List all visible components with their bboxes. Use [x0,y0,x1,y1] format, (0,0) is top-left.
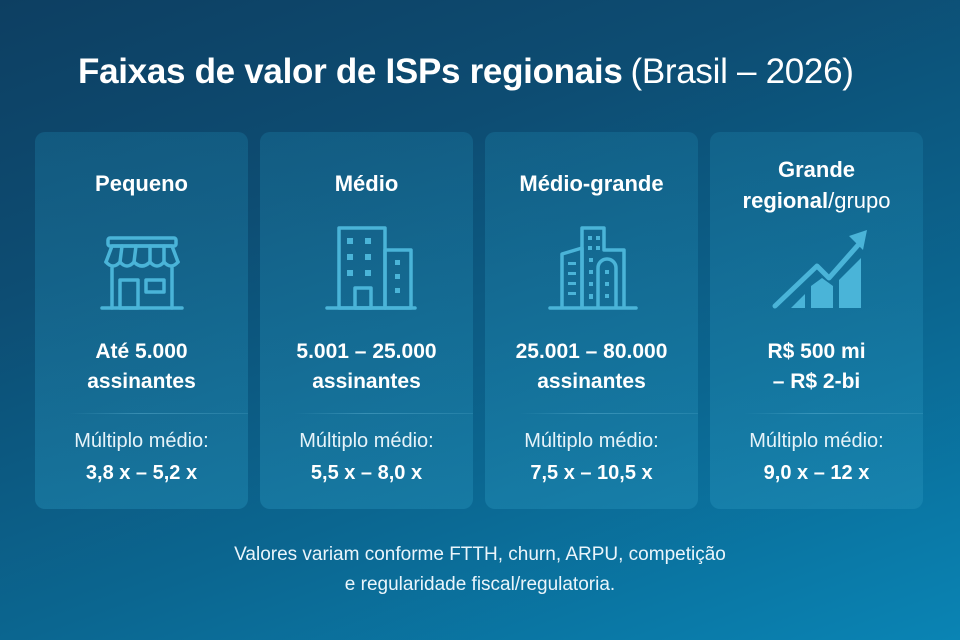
tier-card-grande-regional: Grande regional/grupo R$ 500 mi – R$ 2-b… [710,132,923,509]
title-main: Faixas de valor de ISPs regionais [78,52,623,91]
tier-card-pequeno: Pequeno Até 5.000 assinantes Múltiplo mé… [35,132,248,509]
footnote-line-1: Valores variam conforme FTTH, churn, ARP… [234,544,726,565]
subscriber-range: 25.001 – 80.000 assinantes [485,337,698,397]
card-title-line-1: Grande [777,157,856,182]
multiple-label: Múltiplo médio: [749,430,884,452]
card-divider [744,413,923,414]
range-line-1: 5.001 – 25.000 [296,340,437,363]
tier-card-medio: Médio 5.001 – 25.000 assinantes [260,132,473,509]
title-subtitle: (Brasil – 2026) [630,52,854,91]
page-title: Faixas de valor de ISPs regionais (Brasil… [78,52,854,92]
multiple-value: 3,8 x – 5,2 x [85,462,198,484]
revenue-range: R$ 500 mi – R$ 2-bi [710,337,923,397]
multiple-value: 9,0 x – 12 x [763,462,870,484]
card-title: Pequeno [35,168,248,199]
card-divider [519,413,698,414]
card-title-bold-part: regional [742,188,829,213]
range-line-1: R$ 500 mi [767,340,866,363]
footnote: Valores variam conforme FTTH, churn, ARP… [0,540,960,600]
office-building-icon [317,224,417,314]
card-title: Grande regional/grupo [710,154,923,216]
growth-chart-icon [767,224,867,314]
range-line-2: assinantes [537,370,646,393]
multiple-label: Múltiplo médio: [524,430,659,452]
tier-cards: Pequeno Até 5.000 assinantes Múltiplo mé… [35,132,923,509]
range-line-1: Até 5.000 [95,340,188,363]
card-title-text: Médio-grande [519,171,664,196]
multiple-label: Múltiplo médio: [74,430,209,452]
card-title-text: Médio [334,171,399,196]
card-title-line-2: regional/grupo [710,185,923,216]
footnote-line-2: e regularidade fiscal/regulatoria. [344,574,616,595]
card-title: Médio-grande [485,168,698,199]
range-line-2: assinantes [312,370,421,393]
card-title: Médio [260,168,473,199]
subscriber-range: 5.001 – 25.000 assinantes [260,337,473,397]
range-line-1: 25.001 – 80.000 [515,340,668,363]
storefront-icon [92,224,192,314]
range-line-2: – R$ 2-bi [772,370,861,393]
multiple-value: 7,5 x – 10,5 x [530,462,653,484]
tier-card-medio-grande: Médio-grande 25.00 [485,132,698,509]
range-line-2: assinantes [87,370,196,393]
multiple-label: Múltiplo médio: [299,430,434,452]
city-buildings-icon [542,224,642,314]
card-divider [294,413,473,414]
card-title-regular-part: /grupo [828,188,891,213]
card-divider [69,413,248,414]
multiple-value: 5,5 x – 8,0 x [310,462,423,484]
subscriber-range: Até 5.000 assinantes [35,337,248,397]
card-title-text: Pequeno [95,171,188,196]
